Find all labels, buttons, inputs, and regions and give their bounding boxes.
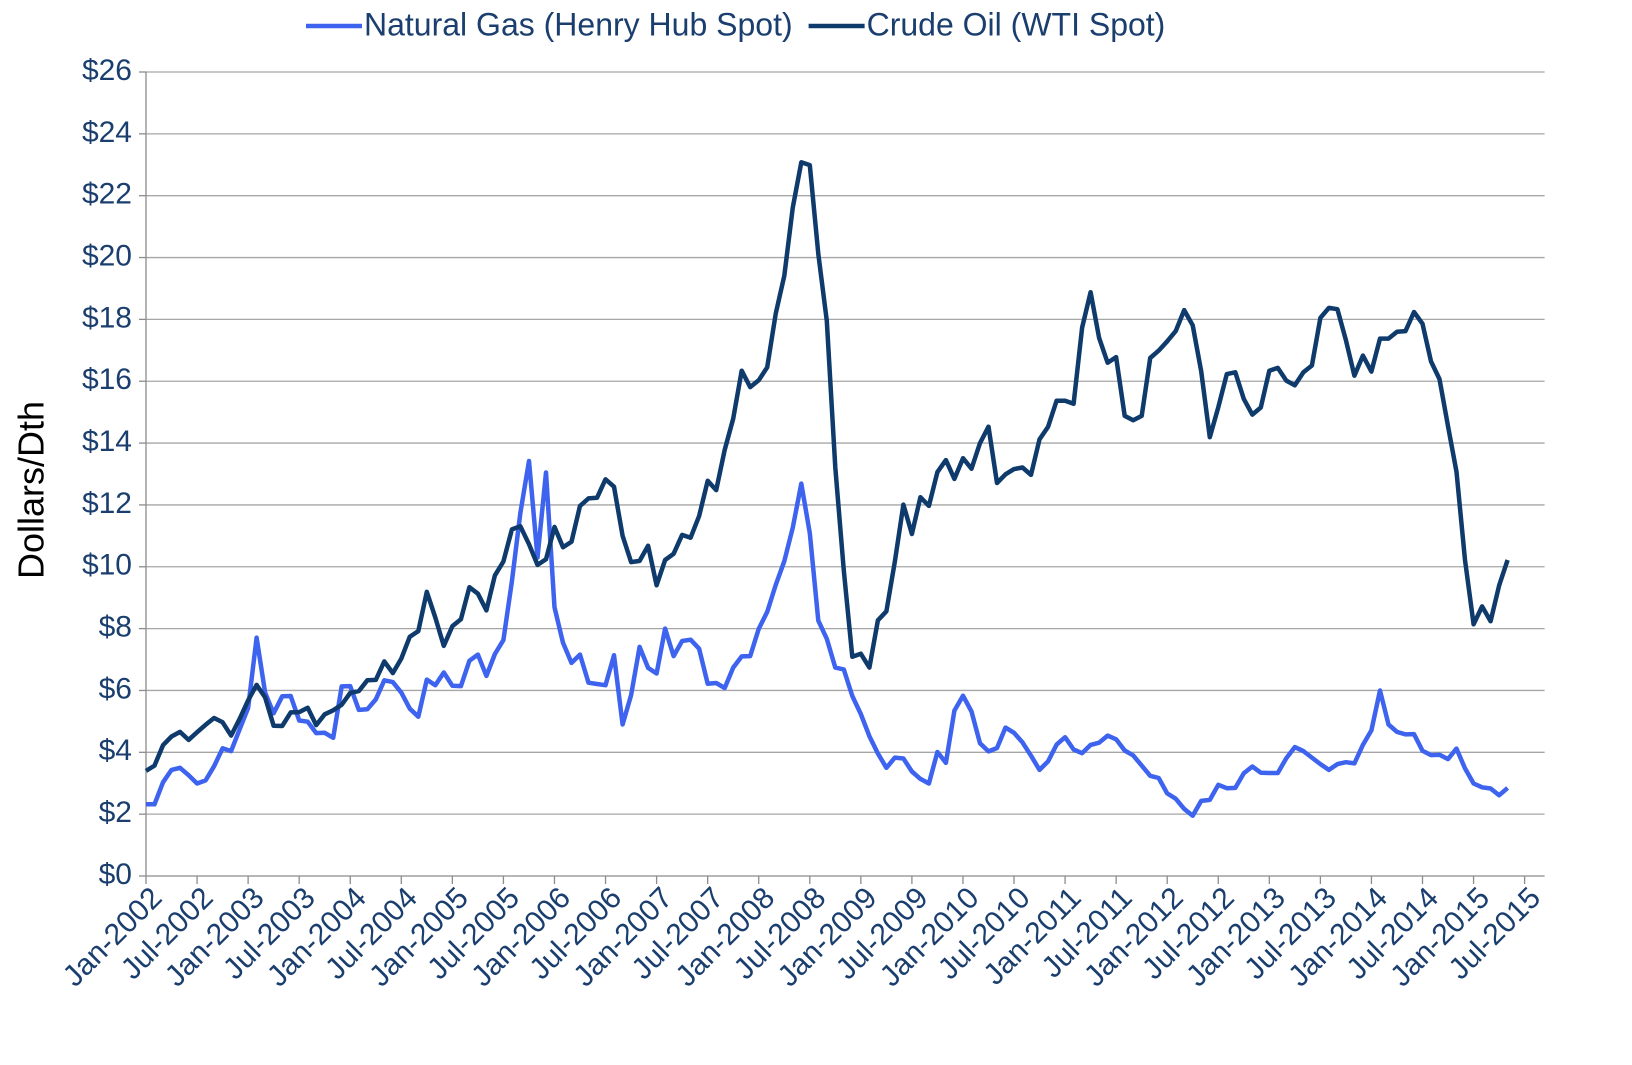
legend-label: Natural Gas (Henry Hub Spot): [364, 6, 793, 42]
legend-label: Crude Oil (WTI Spot): [867, 6, 1166, 42]
series-line: [144, 160, 1510, 773]
series-line: [146, 458, 1510, 818]
y-tick-label: $16: [82, 363, 132, 396]
y-tick-label: $14: [82, 425, 132, 458]
y-tick-label: $6: [99, 672, 132, 705]
y-tick-label: $10: [82, 549, 132, 582]
y-tick-label: $20: [82, 239, 132, 272]
y-tick-label: $2: [99, 796, 132, 829]
y-tick-label: $8: [99, 611, 132, 644]
y-tick-label: $4: [99, 734, 132, 767]
y-tick-label: $18: [82, 301, 132, 334]
y-tick-label: $26: [82, 54, 132, 87]
y-tick-label: $24: [82, 116, 132, 149]
y-axis-label: Dollars/Dth: [11, 401, 52, 579]
y-tick-label: $12: [82, 487, 132, 520]
y-tick-label: $22: [82, 178, 132, 211]
y-tick-label: $0: [99, 858, 132, 891]
